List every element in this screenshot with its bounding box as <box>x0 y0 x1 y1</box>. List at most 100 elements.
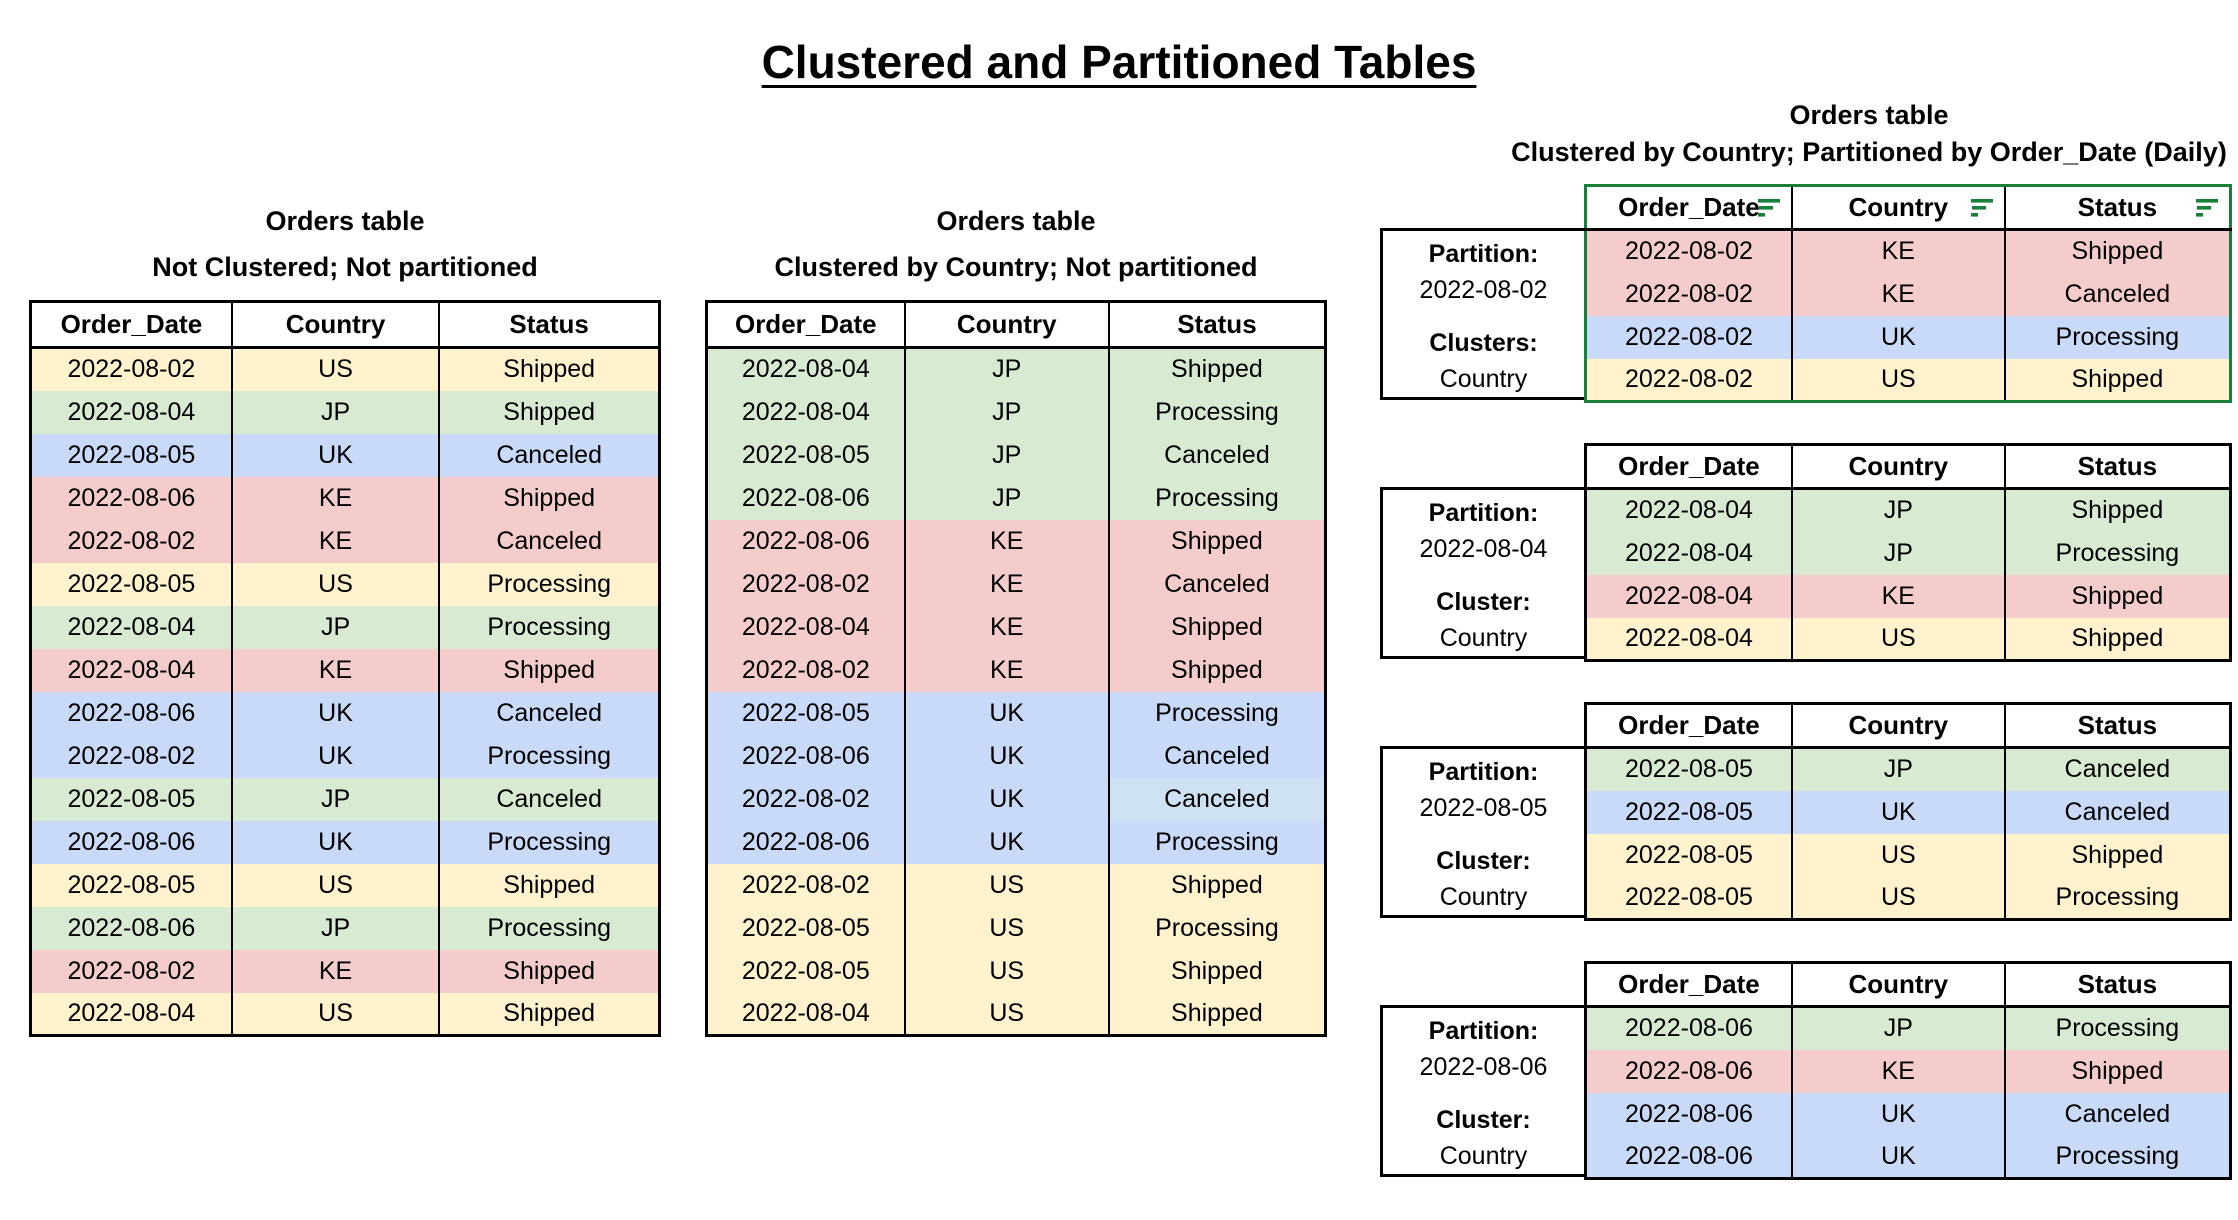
header-row: Order_Date Country Status <box>30 301 660 349</box>
cell-order_date: 2022-08-02 <box>1585 358 1792 402</box>
column-header-label: Order_Date <box>60 309 203 339</box>
cell-country: KE <box>230 476 440 520</box>
table-row: 2022-08-04 JP Processing <box>30 605 660 649</box>
column-header-country: Country <box>1790 703 2005 749</box>
cell-status: Canceled <box>2003 747 2231 791</box>
cell-order_date: 2022-08-02 <box>30 519 232 563</box>
cell-order_date: 2022-08-05 <box>1585 876 1792 920</box>
cell-status: Processing <box>438 605 660 649</box>
table-row: 2022-08-06 UK Canceled <box>30 691 660 735</box>
cell-order_date: 2022-08-02 <box>706 863 905 907</box>
cell-order_date: 2022-08-06 <box>706 734 905 778</box>
filter-icon[interactable] <box>1757 198 1782 218</box>
column-header-status: Status <box>2003 703 2231 749</box>
cell-status: Processing <box>1107 476 1326 520</box>
table-row: 2022-08-06 UK Canceled <box>706 734 1326 778</box>
cell-order_date: 2022-08-06 <box>706 820 905 864</box>
cell-status: Processing <box>1107 820 1326 864</box>
cell-order_date: 2022-08-02 <box>30 734 232 778</box>
table-row: 2022-08-02 KE Canceled <box>30 519 660 563</box>
cell-order_date: 2022-08-05 <box>706 906 905 950</box>
filter-icon[interactable] <box>1970 198 1995 218</box>
section-clustered: Orders table Clustered by Country; Not p… <box>705 206 1327 1037</box>
partition-label: Partition: <box>1428 758 1539 786</box>
header-row: Order_Date Country Status <box>1585 444 2231 490</box>
cell-status: Processing <box>438 562 660 606</box>
cell-status: Processing <box>438 906 660 950</box>
table-row: 2022-08-06 KE Shipped <box>1585 1049 2231 1093</box>
cell-country: US <box>1790 617 2005 661</box>
cell-status: Shipped <box>438 863 660 907</box>
cell-status: Canceled <box>1107 734 1326 778</box>
partition-date: 2022-08-04 <box>1419 535 1548 563</box>
cell-country: UK <box>230 734 440 778</box>
cell-order_date: 2022-08-02 <box>706 648 905 692</box>
table-row: 2022-08-05 UK Canceled <box>30 433 660 477</box>
cell-status: Canceled <box>438 433 660 477</box>
column-header-label: Status <box>2077 710 2158 740</box>
cell-order_date: 2022-08-05 <box>1585 833 1792 877</box>
cell-country: JP <box>230 605 440 649</box>
cell-status: Shipped <box>438 476 660 520</box>
column-header-label: Country <box>1848 192 1949 222</box>
cell-status: Processing <box>2003 531 2231 575</box>
cell-order_date: 2022-08-05 <box>706 949 905 993</box>
column-header-order_date: Order_Date <box>706 301 905 349</box>
cell-country: JP <box>230 390 440 434</box>
table-subtitle: Clustered by Country; Not partitioned <box>774 252 1258 282</box>
partition-table: Order_Date Country Status 2022-08-02 KE Shipp… <box>1584 184 2232 403</box>
table-row: 2022-08-04 KE Shipped <box>30 648 660 692</box>
cell-order_date: 2022-08-02 <box>30 347 232 391</box>
cell-order_date: 2022-08-06 <box>1585 1092 1792 1136</box>
table-row: 2022-08-02 KE Canceled <box>706 562 1326 606</box>
cluster-label: Cluster: <box>1436 1106 1531 1134</box>
table-row: 2022-08-04 JP Shipped <box>1585 488 2231 532</box>
table-subtitle: Not Clustered; Not partitioned <box>152 252 538 282</box>
filter-icon[interactable] <box>2196 198 2220 218</box>
partition-label-block: Partition: 2022-08-04 <box>1383 495 1584 567</box>
column-header-order_date: Order_Date <box>1585 185 1792 231</box>
table-row: 2022-08-05 US Shipped <box>706 949 1326 993</box>
cell-country: UK <box>1790 790 2005 834</box>
cluster-label: Cluster: <box>1436 588 1531 616</box>
table-row: 2022-08-06 KE Shipped <box>706 519 1326 563</box>
cell-country: UK <box>1790 1092 2005 1136</box>
partition-label-box: Partition: 2022-08-05 Cluster: Country <box>1380 746 1584 918</box>
column-header-label: Order_Date <box>1618 451 1760 481</box>
cell-country: US <box>230 347 440 391</box>
table-row: 2022-08-04 KE Shipped <box>1585 574 2231 618</box>
cell-country: JP <box>903 433 1109 477</box>
cell-status: Processing <box>2003 1135 2231 1179</box>
partition-label-box: Partition: 2022-08-02 Clusters: Country <box>1380 228 1584 400</box>
partition-label-box: Partition: 2022-08-04 Cluster: Country <box>1380 487 1584 659</box>
cell-country: KE <box>903 648 1109 692</box>
cell-order_date: 2022-08-04 <box>706 390 905 434</box>
cell-order_date: 2022-08-06 <box>706 476 905 520</box>
table-row: 2022-08-05 US Shipped <box>30 863 660 907</box>
table-row: 2022-08-02 UK Canceled <box>706 777 1326 821</box>
table-row: 2022-08-04 JP Shipped <box>706 347 1326 391</box>
cluster-label-block: Cluster: Country <box>1383 843 1584 915</box>
column-header-status: Status <box>1107 301 1326 349</box>
column-header-label: Country <box>285 309 386 339</box>
column-header-label: Status <box>2077 969 2158 999</box>
table-title: Orders table <box>265 206 425 236</box>
table-row: 2022-08-05 US Shipped <box>1585 833 2231 877</box>
orders-table-clustered: Order_Date Country Status 2022-08-04 JP Shipp… <box>705 300 1327 1037</box>
partition-label-box: Partition: 2022-08-06 Cluster: Country <box>1380 1005 1584 1177</box>
page-title: Clustered and Partitioned Tables <box>761 35 1477 88</box>
table-row: 2022-08-04 JP Shipped <box>30 390 660 434</box>
table-row: 2022-08-02 KE Canceled <box>1585 272 2231 316</box>
cell-order_date: 2022-08-05 <box>30 777 232 821</box>
cell-order_date: 2022-08-04 <box>30 648 232 692</box>
cell-country: UK <box>230 691 440 735</box>
partition-label-block: Partition: 2022-08-05 <box>1383 754 1584 826</box>
partition-label: Partition: <box>1428 1017 1539 1045</box>
table-row: 2022-08-02 KE Shipped <box>706 648 1326 692</box>
partition-label-block: Partition: 2022-08-02 <box>1383 236 1584 308</box>
cell-country: JP <box>903 390 1109 434</box>
cell-order_date: 2022-08-06 <box>1585 1135 1792 1179</box>
cell-country: US <box>903 906 1109 950</box>
partition-date: 2022-08-05 <box>1419 794 1548 822</box>
cell-order_date: 2022-08-02 <box>706 562 905 606</box>
